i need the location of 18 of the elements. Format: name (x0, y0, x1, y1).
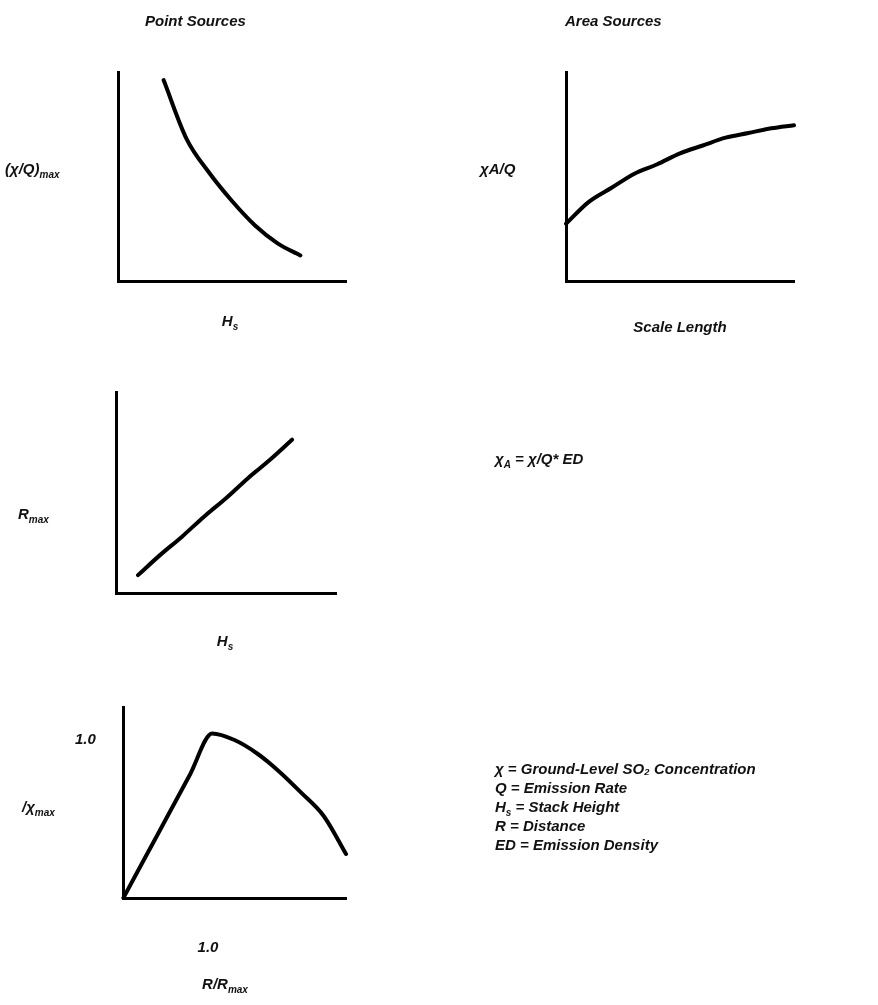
x-axis-title: H$_{s}$ (216, 632, 234, 652)
text: 1.0 (75, 730, 96, 747)
x-axis-title: H$_{s}$ (221, 312, 239, 332)
y-axis-title: R$_{max}$ (18, 505, 49, 525)
y-axis-title: χA/Q (480, 160, 516, 177)
text: H$_{s}$ = Stack Height (495, 798, 620, 818)
x-axis-title: R/R$_{max}$ (202, 975, 248, 995)
chart-title: Point Sources (145, 12, 246, 29)
text: Q = Emission Rate (495, 779, 628, 796)
text: χ = Ground-Level SO₂ Concentration (495, 760, 756, 777)
text: ED = Emission Density (495, 836, 658, 853)
chart-title: Area Sources (565, 12, 662, 29)
text: 1.0 (197, 938, 219, 955)
y-axis-title: /χ$_{max}$ (22, 798, 55, 818)
y-axis-title: (χ/Q)$_{max}$ (5, 160, 60, 180)
x-axis-title: Scale Length (633, 318, 727, 335)
text: χ$_{A}$ = χ/Q* ED (495, 450, 584, 470)
text: R = Distance (495, 817, 586, 834)
